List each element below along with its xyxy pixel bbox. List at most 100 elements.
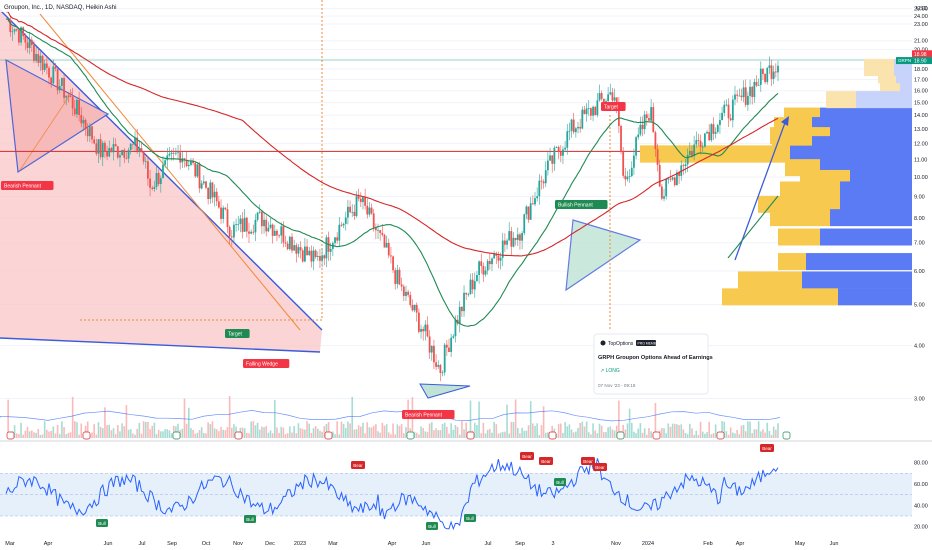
candle-body xyxy=(116,146,119,158)
candle-body xyxy=(48,67,50,78)
vp-bar-up xyxy=(830,209,912,227)
volume-bar xyxy=(581,421,584,438)
volume-bar xyxy=(319,430,321,438)
candle-body xyxy=(392,256,394,271)
bear-tag-label: Bear xyxy=(522,454,532,459)
time-axis-tick: Jul xyxy=(484,541,491,547)
volume-bar xyxy=(332,431,334,438)
volume-bar xyxy=(248,433,250,438)
candle-body xyxy=(252,231,255,233)
candle-body xyxy=(310,250,313,262)
candle-body xyxy=(491,258,493,265)
volume-bar xyxy=(24,430,27,438)
trend-line-orange xyxy=(39,13,301,331)
volume-bar xyxy=(476,424,478,438)
volume-bar xyxy=(676,424,678,438)
candle-body xyxy=(484,270,487,275)
candle-body xyxy=(557,147,560,152)
bull-tag xyxy=(96,519,108,527)
candle-body xyxy=(63,77,65,98)
candle-body xyxy=(751,86,754,97)
volume-bar xyxy=(493,421,495,438)
candle-body xyxy=(581,109,584,129)
candle-body xyxy=(351,211,354,213)
volume-bar xyxy=(151,425,154,438)
time-axis-tick: Mar xyxy=(5,541,15,547)
candle-body xyxy=(770,65,773,79)
volume-bar xyxy=(590,434,592,438)
sma-long-line xyxy=(5,11,779,257)
volume-bar xyxy=(458,434,461,438)
volume-bar xyxy=(682,429,685,438)
volume-bar xyxy=(22,434,25,438)
candle-body xyxy=(521,233,524,241)
volume-bar xyxy=(560,423,562,438)
idea-card-date: 07 Nov '23 - 09:18 xyxy=(598,383,636,388)
candle-body xyxy=(688,150,691,156)
candle-body xyxy=(529,203,532,220)
volume-bar xyxy=(170,433,173,438)
candle-body xyxy=(200,183,203,189)
volume-bar xyxy=(759,431,762,438)
vp-bar-down xyxy=(722,288,838,306)
volume-ma-line xyxy=(0,410,781,422)
volume-bar xyxy=(497,433,500,438)
bull-tag-label: Bull xyxy=(556,480,564,485)
volume-bar xyxy=(575,431,577,438)
volume-bar xyxy=(764,432,766,438)
candle-body xyxy=(559,151,562,156)
volume-bar xyxy=(61,421,63,438)
candle-body xyxy=(676,172,678,186)
volume-bar xyxy=(203,433,205,438)
candle-body xyxy=(84,119,87,129)
volume-bar xyxy=(740,425,743,438)
volume-bar xyxy=(265,425,268,438)
bear-tag xyxy=(581,457,595,465)
volume-bar xyxy=(276,427,278,438)
volume-bar xyxy=(663,428,665,438)
volume-bar xyxy=(396,424,399,438)
bearish-pennant-2-label-bg xyxy=(402,410,455,419)
volume-bar xyxy=(187,407,190,438)
candle-body xyxy=(278,235,281,237)
candle-body xyxy=(295,245,298,254)
time-axis-tick: 2023 xyxy=(294,541,306,547)
candle-body xyxy=(323,255,326,259)
candle-body xyxy=(95,143,98,154)
volume-bar xyxy=(594,430,597,438)
volume-bar xyxy=(26,426,29,438)
earnings-marker xyxy=(782,431,791,440)
volume-bar xyxy=(624,429,627,438)
time-axis-tick: Apr xyxy=(44,541,53,547)
volume-bar xyxy=(297,423,300,438)
volume-bar xyxy=(370,427,373,438)
candle-body xyxy=(347,206,349,218)
time-axis-tick: Dec xyxy=(265,541,275,547)
volume-bar xyxy=(536,423,538,438)
volume-bar xyxy=(562,432,564,438)
volume-bar xyxy=(484,433,487,438)
candle-body xyxy=(495,253,498,256)
earnings-marker xyxy=(548,431,557,440)
time-axis-tick: Nov xyxy=(233,541,243,547)
volume-bar xyxy=(742,424,745,438)
volume-bar xyxy=(704,433,706,438)
idea-card-title: GRPH Groupon Options Ahead of Earnings xyxy=(598,355,713,361)
volume-bar xyxy=(123,426,126,438)
volume-bar xyxy=(196,432,199,438)
trend-line-orange-2 xyxy=(19,91,73,171)
price-axis-tick: 12.00 xyxy=(914,142,928,148)
volume-bar xyxy=(224,430,227,438)
volume-bar xyxy=(534,425,536,438)
volume-bar xyxy=(766,422,769,438)
volume-bar xyxy=(56,424,59,438)
price-axis-tick: 7.00 xyxy=(914,241,925,247)
candle-body xyxy=(288,236,291,250)
volume-bar xyxy=(775,429,777,438)
candle-body xyxy=(613,97,616,101)
candle-body xyxy=(9,19,12,32)
candle-body xyxy=(772,71,775,79)
time-axis-tick: Feb xyxy=(703,541,712,547)
candle-body xyxy=(239,218,242,224)
